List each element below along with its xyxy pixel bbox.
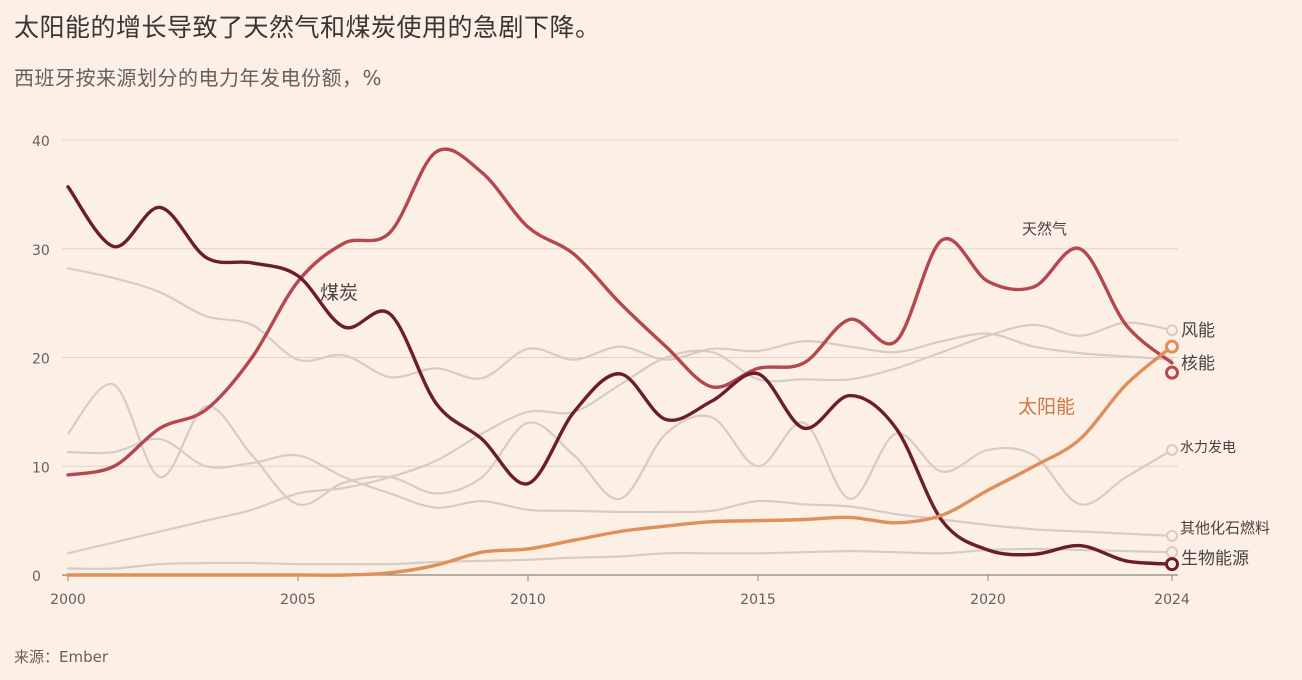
end-marker-煤炭	[1165, 557, 1179, 572]
series-label-太阳能: 太阳能	[1018, 396, 1075, 418]
x-tick-label: 2000	[50, 592, 86, 608]
x-tick-label: 2015	[740, 592, 776, 608]
y-tick-label: 40	[32, 134, 50, 150]
series-label-生物能源: 生物能源	[1181, 549, 1249, 569]
x-tick-label: 2005	[280, 592, 316, 608]
end-marker-其他化石燃料	[1166, 529, 1178, 542]
y-tick-label: 0	[32, 569, 41, 585]
series-line-水力发电	[66, 382, 1174, 506]
chart-title: 太阳能的增长导致了天然气和煤炭使用的急剧下降。	[14, 13, 601, 42]
series-line-天然气	[66, 147, 1174, 477]
x-axis-ticks: 2000 2005 2010 2015 2020 2024	[50, 575, 1190, 608]
y-tick-label: 30	[32, 243, 50, 259]
end-marker-水力发电	[1166, 443, 1178, 456]
series-line-其他化石燃料	[66, 437, 1174, 537]
series-line-风能	[66, 321, 1174, 555]
y-axis-ticks: 0 10 20 30 40	[32, 134, 50, 585]
series-line-太阳能	[66, 344, 1174, 577]
end-marker-核能	[1165, 365, 1179, 380]
line-chart: 0 10 20 30 40 2000 2005 2010 2015 2020 2024 天然气煤炭…	[32, 134, 1270, 608]
series-label-其他化石燃料: 其他化石燃料	[1180, 519, 1270, 537]
series-label-核能: 核能	[1181, 354, 1215, 374]
series-line-核能	[66, 267, 1174, 380]
end-marker-生物能源	[1166, 546, 1178, 559]
series-label-天然气: 天然气	[1022, 220, 1067, 238]
series-lines	[66, 147, 1174, 577]
series-line-生物能源	[66, 547, 1174, 570]
x-tick-label: 2024	[1154, 592, 1190, 608]
end-markers	[1165, 324, 1179, 572]
y-tick-label: 20	[32, 352, 50, 368]
chart-subtitle: 西班牙按来源划分的电力年发电份额，%	[14, 66, 383, 90]
series-label-煤炭: 煤炭	[320, 282, 358, 304]
x-tick-label: 2020	[970, 592, 1006, 608]
series-label-水力发电: 水力发电	[1180, 440, 1236, 456]
series-label-风能: 风能	[1181, 321, 1215, 341]
x-tick-label: 2010	[510, 592, 546, 608]
source-note: 来源：Ember	[14, 648, 109, 666]
end-marker-风能	[1166, 324, 1178, 337]
end-marker-太阳能	[1165, 339, 1179, 354]
y-tick-label: 10	[32, 460, 50, 476]
series-line-煤炭	[66, 185, 1174, 566]
grid-lines	[62, 139, 1178, 576]
